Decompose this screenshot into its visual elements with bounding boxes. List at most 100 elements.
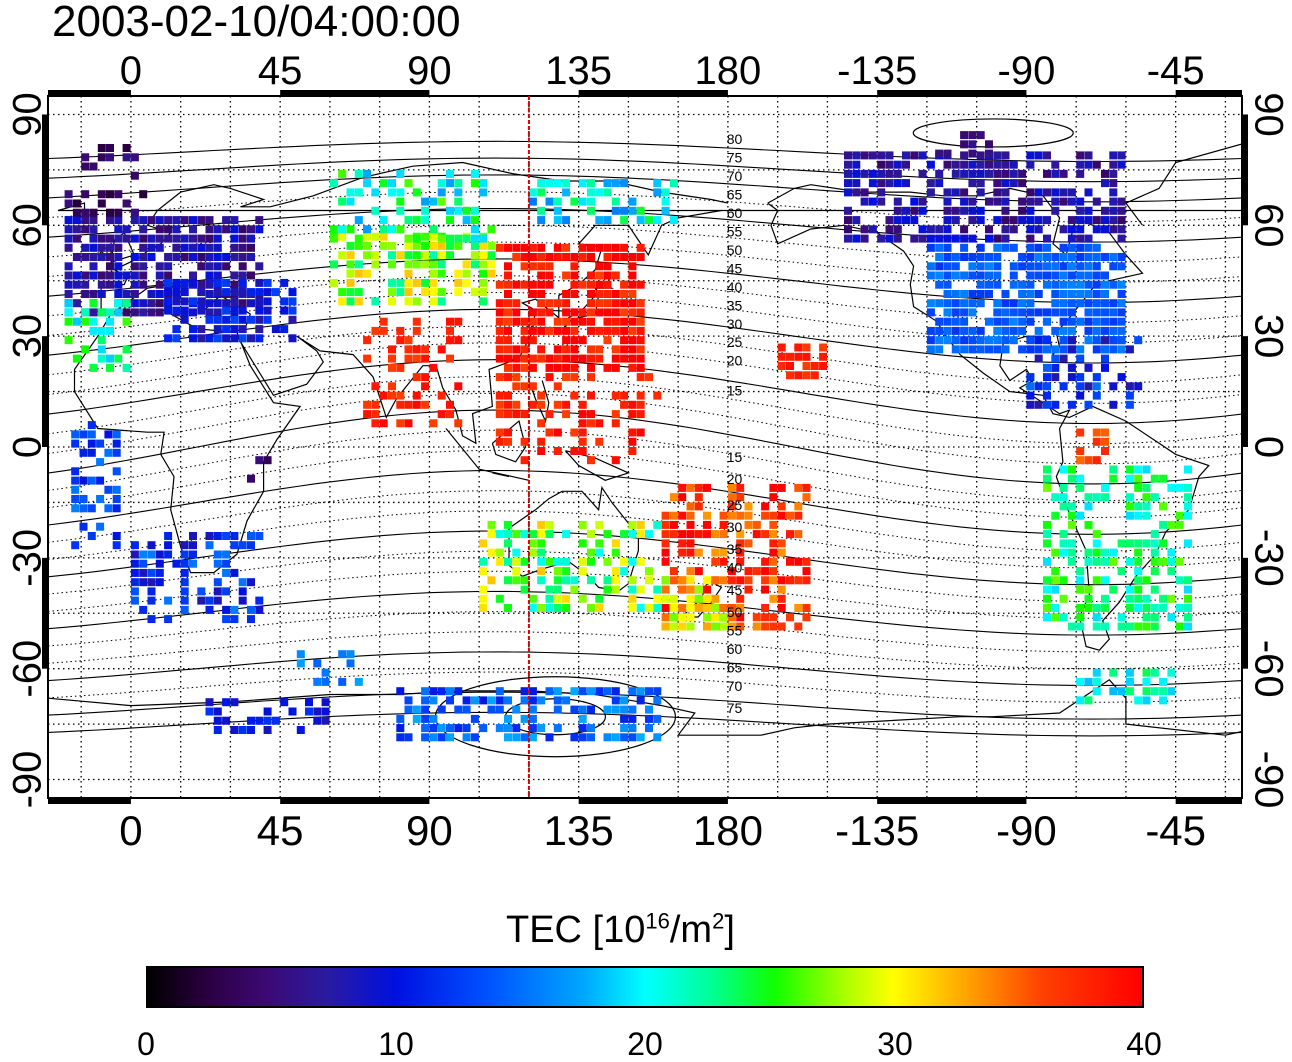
tec-cell [993, 299, 1002, 308]
tec-cell [620, 179, 629, 188]
tec-cell [247, 541, 255, 550]
tec-cell [512, 354, 521, 363]
tec-cell [437, 297, 446, 306]
mag-contour [48, 651, 1242, 687]
tec-cell [230, 334, 239, 343]
tec-cell [935, 326, 944, 335]
tec-cell [446, 317, 454, 326]
tec-cell [528, 724, 537, 733]
tec-cell [736, 483, 745, 492]
tec-cell [255, 325, 264, 334]
tec-cell [628, 437, 637, 446]
tec-cell [255, 716, 264, 725]
tec-cell [636, 253, 645, 261]
tec-cell [603, 216, 612, 225]
tec-cell [719, 548, 728, 557]
tec-cell [1109, 188, 1118, 197]
tec-cell [197, 306, 206, 315]
tec-cell [968, 216, 977, 225]
tec-cell [512, 280, 521, 289]
tec-cell [852, 169, 861, 178]
tec-cell [553, 363, 562, 372]
tec-cell [553, 567, 562, 576]
tec-cell [545, 253, 554, 261]
tec-cell [1043, 520, 1051, 529]
tec-cell [72, 280, 81, 289]
tec-cell [388, 278, 396, 287]
tec-cell [1184, 502, 1192, 511]
tec-cell [122, 225, 131, 234]
tec-cell [769, 530, 778, 539]
tec-cell [396, 714, 405, 723]
tec-cell [703, 594, 711, 603]
tec-cell [429, 197, 438, 206]
tec-cell [222, 532, 231, 540]
tec-cell [1117, 567, 1126, 576]
tec-cell [155, 550, 164, 559]
tec-cell [562, 400, 571, 409]
tec-cell [1067, 622, 1076, 631]
tec-cell [976, 336, 985, 345]
tec-cell [1092, 428, 1101, 437]
tec-cell [197, 587, 206, 596]
tec-cell [1150, 548, 1159, 557]
tec-cell [412, 400, 421, 409]
tec-cell [786, 557, 794, 566]
tec-cell [719, 604, 728, 612]
tec-cell [504, 696, 512, 705]
tec-cell [578, 447, 587, 455]
tec-cell [1109, 382, 1118, 391]
tec-cell [487, 260, 496, 269]
tec-cell [1159, 696, 1168, 705]
tec-cell [520, 317, 529, 326]
tec-cell [794, 483, 803, 492]
tec-cell [437, 179, 446, 188]
tec-cell [935, 243, 944, 252]
tec-cell [89, 162, 98, 171]
tec-cell [951, 169, 960, 178]
tec-cell [1125, 585, 1134, 594]
tec-cell [587, 197, 595, 206]
tec-cell [852, 151, 861, 160]
tec-cell [545, 271, 554, 280]
tec-cell [860, 197, 869, 206]
tec-cell [595, 299, 604, 308]
tec-cell [769, 622, 778, 631]
tec-cell [578, 317, 587, 326]
tec-cell [1175, 557, 1184, 566]
tec-cell [1001, 317, 1010, 326]
tec-cell [893, 216, 902, 225]
tec-cell [205, 271, 214, 280]
tec-cell [379, 419, 388, 428]
tec-cell [993, 216, 1002, 225]
tec-cell [562, 179, 571, 188]
tec-cell [89, 243, 98, 252]
tec-cell [1109, 151, 1118, 160]
tec-cell [736, 511, 745, 520]
tec-cell [139, 253, 148, 261]
tec-cell [1117, 622, 1126, 631]
tec-cell [1067, 465, 1076, 474]
tec-cell [1067, 336, 1076, 345]
tec-cell [379, 216, 388, 225]
tec-cell [1175, 576, 1184, 585]
tec-cell [64, 271, 73, 280]
tec-cell [537, 308, 546, 317]
tec-cell [296, 726, 305, 734]
tec-cell [313, 677, 322, 686]
tec-cell [587, 419, 595, 428]
tec-cell [147, 541, 156, 550]
tec-cell [371, 206, 380, 215]
tec-cell [180, 315, 189, 324]
tec-cell [1076, 243, 1085, 252]
tec-cell [247, 532, 255, 540]
tec-cell [89, 253, 98, 261]
tec-cell [1117, 160, 1126, 169]
tec-cell [844, 234, 852, 243]
tec-cell [926, 160, 935, 169]
tec-cell [1167, 668, 1176, 677]
tec-cell [587, 179, 595, 188]
tec-cell [412, 345, 421, 354]
tec-cell [1067, 511, 1076, 520]
tec-cell [968, 308, 977, 317]
